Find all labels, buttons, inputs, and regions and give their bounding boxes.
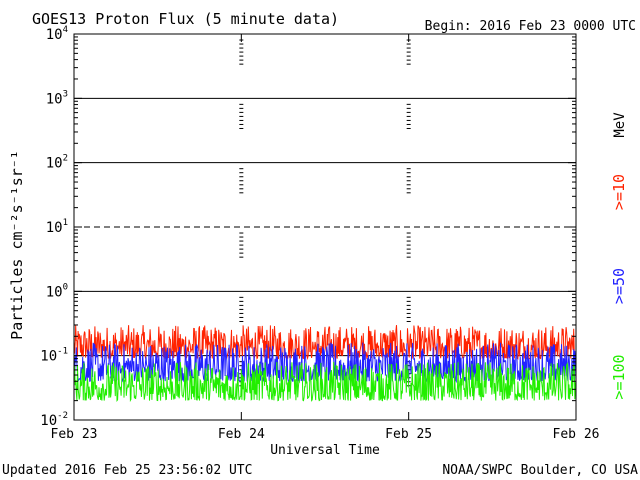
legend-series-100: >=100 [610, 354, 628, 399]
begin-label: Begin: 2016 Feb 23 0000 UTC [425, 19, 636, 34]
legend-series-10: >=10 [610, 174, 628, 210]
x-axis-ticks: Feb 23 Feb 24 Feb 25 Feb 26 [51, 34, 600, 442]
x-tick-label: Feb 23 [51, 427, 98, 442]
x-axis-label: Universal Time [270, 443, 380, 458]
x-tick-label: Feb 24 [218, 427, 265, 442]
y-tick-label: 100 [46, 282, 68, 300]
y-tick-label: 101 [46, 218, 68, 236]
unit-label-mev: MeV [612, 112, 628, 138]
footer-updated: Updated 2016 Feb 25 23:56:02 UTC [2, 463, 252, 478]
y-axis-ticks: 10-2 10-1 100 101 102 103 104 [40, 25, 576, 429]
y-tick-label: 10-2 [40, 411, 68, 429]
legend-series-50: >=50 [610, 268, 628, 304]
data-series [73, 325, 577, 403]
y-tick-label: 102 [46, 154, 68, 172]
x-tick-label: Feb 26 [553, 427, 600, 442]
y-tick-label: 10-1 [40, 347, 68, 365]
grid-lines [74, 39, 576, 387]
chart-title: GOES13 Proton Flux (5 minute data) [32, 10, 339, 28]
y-tick-label: 104 [46, 25, 68, 43]
y-axis-label: Particles cm⁻²s⁻¹sr⁻¹ [8, 150, 26, 340]
series-line [73, 361, 577, 403]
y-tick-label: 103 [46, 89, 68, 107]
footer-source: NOAA/SWPC Boulder, CO USA [442, 463, 638, 478]
x-tick-label: Feb 25 [385, 427, 432, 442]
